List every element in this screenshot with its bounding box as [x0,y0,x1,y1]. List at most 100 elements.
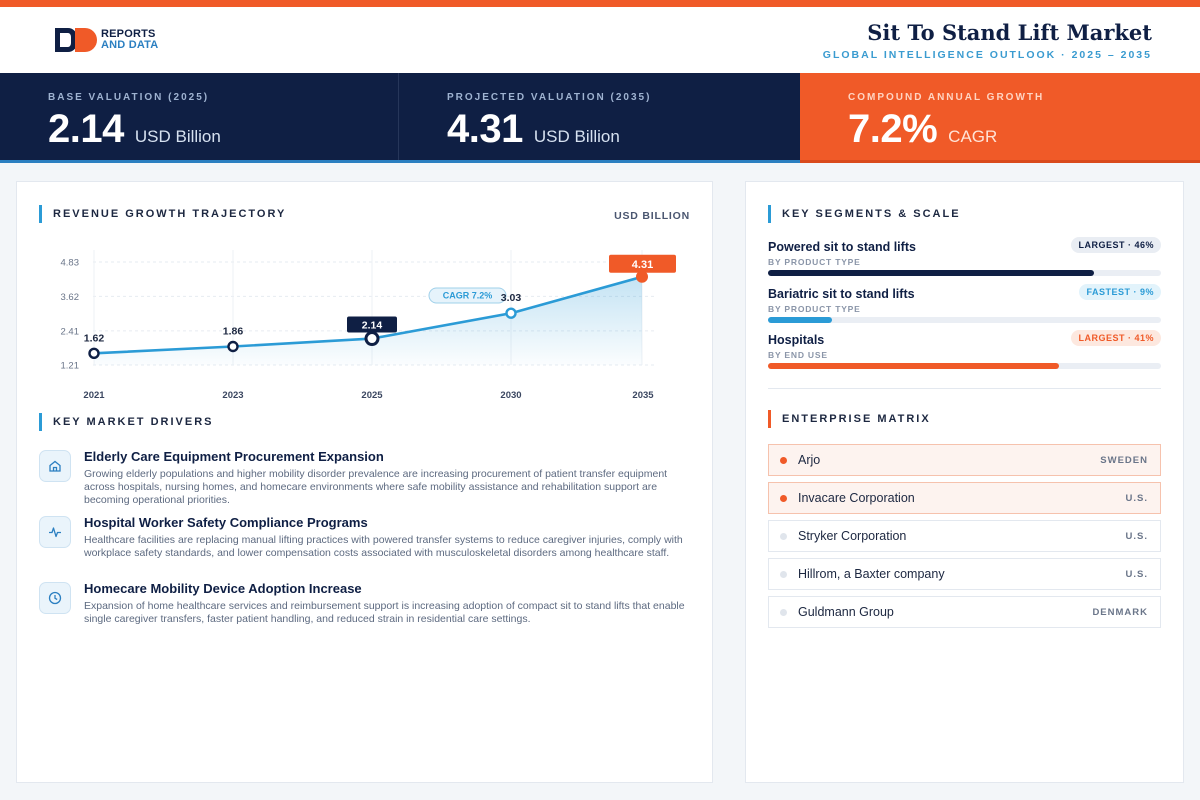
enterprise-name: Hillrom, a Baxter company [798,567,945,581]
segment-fill [768,270,1095,276]
data-point [636,270,648,283]
segment-item: Hospitals BY END USE LARGEST · 41% [768,330,1161,369]
enterprise-name: Invacare Corporation [798,491,915,505]
pulse-icon [39,516,71,548]
enterprise-name: Stryker Corporation [798,529,907,543]
revenue-chart: 4.83 3.62 2.41 1.21 CAGR 7.2% 1.62 1.86 2.14 3… [61,250,676,401]
section-accent-bar [768,205,771,223]
status-dot [780,608,787,616]
segment-category: BY PRODUCT TYPE [768,257,861,267]
data-point [505,307,517,319]
segment-name: Hospitals [768,333,825,347]
data-label: 2.14 [362,320,383,332]
enterprise-country: DENMARK [1092,606,1148,618]
kpi-label: COMPOUND ANNUAL GROWTH [848,92,1045,103]
drivers-title-text: KEY MARKET DRIVERS [53,416,214,428]
y-tick-label: 4.83 [61,258,80,269]
x-tick-label: 2025 [361,390,383,401]
section-accent-bar [768,410,771,428]
enterprise-row[interactable]: Arjo SWEDEN [768,444,1161,476]
status-dot [780,570,787,578]
segment-category: BY PRODUCT TYPE [768,304,861,314]
kpi-underline-blue [0,160,800,163]
driver-title: Homecare Mobility Device Adoption Increa… [84,581,362,596]
drivers-title: KEY MARKET DRIVERS [39,413,213,431]
enterprise-row[interactable]: Guldmann Group DENMARK [768,596,1161,628]
x-tick-label: 2021 [83,390,105,401]
kpi-value: 2.14 [48,107,124,151]
driver-description: Healthcare facilities are replacing manu… [84,534,683,559]
page-title: Sit To Stand Lift Market [867,20,1152,45]
section-divider [768,388,1161,389]
segment-name: Bariatric sit to stand lifts [768,287,915,301]
enterprise-row[interactable]: Stryker Corporation U.S. [768,520,1161,552]
trajectory-card: REVENUE GROWTH TRAJECTORY USD BILLION 4.… [16,181,713,783]
logo-line-1: REPORTS [101,28,156,40]
top-accent-bar [0,0,1200,7]
logo-icon [55,28,97,52]
data-label: 3.03 [501,292,522,304]
kpi-value: 4.31 [447,107,523,151]
segment-name: Powered sit to stand lifts [768,240,916,254]
segment-badge: LARGEST · 46% [1071,237,1161,253]
kpi-label: BASE VALUATION (2025) [48,92,210,103]
segment-fill [768,317,832,323]
segment-track [768,363,1161,369]
cagr-pill-bg [428,287,507,304]
data-point [227,340,239,353]
data-point [88,347,100,360]
x-tick-label: 2023 [222,390,243,401]
kpi-underline-orange [800,160,1200,163]
enterprise-row[interactable]: Invacare Corporation U.S. [768,482,1161,514]
data-label: 1.86 [223,326,244,338]
section-accent-bar [39,413,42,431]
segments-title: KEY SEGMENTS & SCALE [768,205,961,223]
trajectory-title: REVENUE GROWTH TRAJECTORY [39,205,286,223]
segment-category: BY END USE [768,350,828,360]
logo-line-2: AND DATA [101,39,159,51]
header: REPORTS AND DATA Sit To Stand Lift Marke… [0,7,1200,73]
segment-fill [768,363,1059,369]
chart-unit-label: USD BILLION [614,210,690,222]
x-tick-label: 2035 [632,390,654,401]
kpi-row: BASE VALUATION (2025) 2.14 USD Billion P… [0,73,1200,163]
driver-description: Expansion of home healthcare services an… [84,600,685,625]
home-icon [39,450,71,482]
y-tick-label: 1.21 [61,361,80,372]
enterprise-title-text: ENTERPRISE MATRIX [782,413,931,425]
segment-badge: LARGEST · 41% [1071,330,1161,346]
enterprise-row[interactable]: Hillrom, a Baxter company U.S. [768,558,1161,590]
brand-logo[interactable]: REPORTS AND DATA [55,28,158,52]
driver-item: Homecare Mobility Device Adoption Increa… [39,581,699,647]
status-dot [780,532,787,540]
kpi-label: PROJECTED VALUATION (2035) [447,92,652,103]
page-subtitle: GLOBAL INTELLIGENCE OUTLOOK · 2025 – 203… [822,49,1152,61]
clock-icon [39,582,71,614]
segment-badge: FASTEST · 9% [1079,284,1161,300]
kpi-cagr: COMPOUND ANNUAL GROWTH 7.2% CAGR [800,73,1200,163]
kpi-unit: CAGR [948,127,998,146]
kpi-value: 7.2% [848,107,938,151]
kpi-projected-valuation: PROJECTED VALUATION (2035) 4.31 USD Bill… [399,73,800,163]
cagr-pill: CAGR 7.2% [428,287,507,304]
status-dot [780,494,787,502]
data-label: 4.31 [632,259,653,271]
segment-item: Bariatric sit to stand lifts BY PRODUCT … [768,284,1161,323]
enterprise-country: U.S. [1125,530,1148,542]
enterprise-title: ENTERPRISE MATRIX [768,410,931,428]
trajectory-title-text: REVENUE GROWTH TRAJECTORY [53,208,287,220]
segment-track [768,317,1161,323]
driver-title: Elderly Care Equipment Procurement Expan… [84,449,384,464]
cagr-pill-label: CAGR 7.2% [443,291,493,301]
segments-title-text: KEY SEGMENTS & SCALE [782,208,961,220]
driver-item: Hospital Worker Safety Compliance Progra… [39,515,699,581]
data-label-badge: 2.14 [347,316,397,333]
kpi-unit: USD Billion [533,127,620,146]
area-fill [94,276,642,365]
data-label: 1.62 [84,332,105,344]
enterprise-country: U.S. [1125,492,1148,504]
enterprise-name: Guldmann Group [798,605,894,619]
drivers-list: Elderly Care Equipment Procurement Expan… [39,449,699,647]
kpi-unit: USD Billion [134,127,221,146]
section-accent-bar [39,205,42,223]
